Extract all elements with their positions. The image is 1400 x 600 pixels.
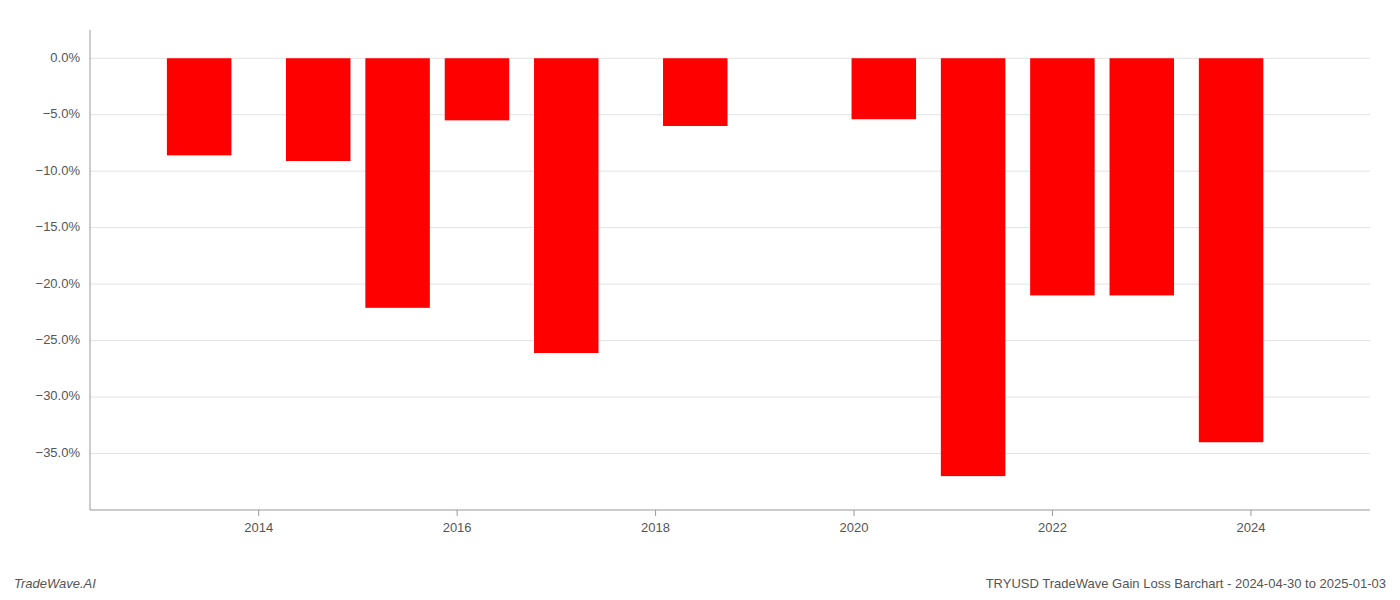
title: TRYUSD TradeWave Gain Loss Barchart - 20… [986, 576, 1386, 591]
x-tick [854, 510, 855, 516]
x-axis: 2014 2016 2018 2020 2022 2024 [244, 510, 1265, 535]
x-tick-label: 2016 [443, 520, 472, 535]
bar [445, 58, 509, 120]
x-tick-label: 2020 [840, 520, 869, 535]
x-tick [1250, 510, 1251, 516]
bar [167, 58, 231, 155]
bar [534, 58, 598, 353]
grid-line [90, 114, 1370, 115]
y-tick-label: −25.0% [36, 332, 81, 347]
bar [1110, 58, 1174, 295]
bars [167, 58, 1263, 476]
y-axis: 0.0% −5.0% −10.0% −15.0% −20.0% −25.0% −30.0% −… [36, 50, 81, 460]
bar [1199, 58, 1263, 442]
bar [941, 58, 1005, 476]
grid [90, 58, 1370, 453]
y-tick-label: 0.0% [50, 50, 80, 65]
x-tick [1052, 510, 1053, 516]
x-tick [655, 510, 656, 516]
y-tick-label: −35.0% [36, 445, 81, 460]
x-tick-label: 2024 [1236, 520, 1265, 535]
grid-line [90, 340, 1370, 341]
grid-line [90, 58, 1370, 59]
chart: 0.0% −5.0% −10.0% −15.0% −20.0% −25.0% −30.0% −… [0, 0, 1400, 600]
y-tick-label: −30.0% [36, 388, 81, 403]
watermark: TradeWave.AI [14, 576, 96, 591]
x-tick-label: 2014 [244, 520, 273, 535]
y-tick-label: −10.0% [36, 163, 81, 178]
y-tick-label: −5.0% [43, 106, 81, 121]
bar [286, 58, 350, 161]
grid-line [90, 453, 1370, 454]
grid-line [90, 227, 1370, 228]
grid-line [90, 171, 1370, 172]
x-tick-label: 2018 [641, 520, 670, 535]
bar [663, 58, 727, 126]
y-tick-label: −20.0% [36, 276, 81, 291]
x-axis-line [90, 510, 1370, 511]
x-tick [457, 510, 458, 516]
y-tick-label: −15.0% [36, 219, 81, 234]
x-tick [258, 510, 259, 516]
axes [90, 30, 1370, 510]
y-axis-line [90, 30, 91, 510]
bar [365, 58, 429, 308]
grid-line [90, 397, 1370, 398]
bar [852, 58, 916, 119]
bar [1030, 58, 1094, 295]
grid-line [90, 284, 1370, 285]
x-tick-label: 2022 [1038, 520, 1067, 535]
